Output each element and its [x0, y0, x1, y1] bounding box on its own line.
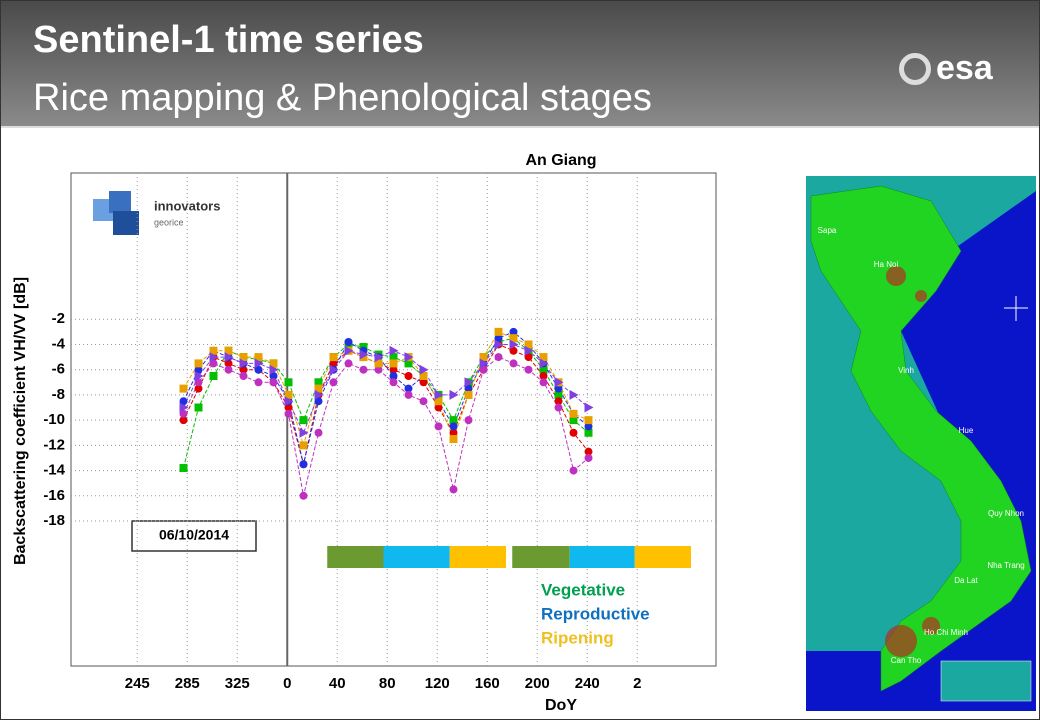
phase-bar — [635, 546, 691, 568]
data-point — [570, 410, 578, 418]
data-point — [435, 422, 443, 430]
x-tick-label: 40 — [329, 675, 346, 692]
data-point — [420, 397, 428, 405]
data-point — [450, 485, 458, 493]
date-annotation: 06/10/2014 — [159, 527, 229, 543]
data-point — [510, 359, 518, 367]
y-tick-label: -8 — [52, 386, 65, 403]
data-point — [405, 372, 413, 380]
map-label: Ho Chi Minh — [924, 628, 968, 637]
map-label: Da Lat — [954, 576, 978, 585]
chart: An Giang DoY Backscattering coefficient … — [1, 1, 1039, 719]
phase-bar — [384, 546, 450, 568]
data-point — [300, 416, 308, 424]
phase-legend: Vegetative — [541, 580, 625, 599]
logo-subtext: georice — [154, 217, 184, 227]
phase-legend: Ripening — [541, 628, 614, 647]
data-point — [300, 441, 308, 449]
data-point — [585, 416, 593, 424]
data-point — [450, 422, 458, 430]
data-point — [555, 404, 563, 412]
x-tick-label: 245 — [125, 675, 150, 692]
data-point — [450, 435, 458, 443]
data-point — [255, 378, 263, 386]
chart-title: An Giang — [525, 152, 596, 169]
data-point — [570, 467, 578, 475]
data-point — [525, 366, 533, 374]
y-tick-label: -16 — [43, 487, 65, 504]
x-tick-label: 325 — [225, 675, 250, 692]
y-tick-label: -14 — [43, 462, 65, 479]
data-point — [300, 460, 308, 468]
data-point — [495, 328, 503, 336]
phase-bar — [570, 546, 635, 568]
data-point — [180, 464, 188, 472]
data-point — [315, 429, 323, 437]
logo-cube — [113, 211, 139, 235]
map-label: Quy Nhon — [988, 509, 1024, 518]
map-label: Vinh — [898, 366, 914, 375]
y-tick-label: -4 — [52, 335, 66, 352]
x-axis-label: DoY — [545, 697, 577, 714]
x-tick-label: 0 — [283, 675, 291, 692]
phase-legend: Reproductive — [541, 604, 650, 623]
map-legend — [941, 661, 1031, 701]
x-tick-label: 120 — [425, 675, 450, 692]
data-point — [495, 353, 503, 361]
data-point — [285, 378, 293, 386]
data-point — [270, 378, 278, 386]
rice-area — [915, 290, 927, 302]
data-point — [210, 372, 218, 380]
data-point — [405, 391, 413, 399]
map-label: Ha Noi — [874, 260, 899, 269]
data-point — [540, 378, 548, 386]
data-point — [180, 385, 188, 393]
x-tick-label: 285 — [175, 675, 200, 692]
data-point — [585, 454, 593, 462]
data-point — [390, 378, 398, 386]
y-tick-label: -6 — [52, 361, 65, 378]
data-point — [330, 353, 338, 361]
data-point — [195, 359, 203, 367]
data-point — [285, 410, 293, 418]
map-label: Sapa — [818, 226, 837, 235]
data-point — [300, 492, 308, 500]
data-point — [570, 429, 578, 437]
phase-bar — [450, 546, 506, 568]
y-axis-label: Backscattering coefficient VH/VV [dB] — [12, 277, 29, 565]
x-tick-label: 160 — [475, 675, 500, 692]
x-tick-label: 80 — [379, 675, 396, 692]
phase-bar — [512, 546, 570, 568]
data-point — [195, 404, 203, 412]
x-tick-label: 2 — [633, 675, 641, 692]
logo-cube — [109, 191, 131, 213]
y-tick-label: -10 — [43, 411, 65, 428]
x-tick-label: 240 — [575, 675, 600, 692]
data-point — [345, 359, 353, 367]
slide: Sentinel-1 time series Rice mapping & Ph… — [0, 0, 1040, 720]
map-label: Hue — [959, 426, 974, 435]
data-point — [345, 338, 353, 346]
y-tick-label: -2 — [52, 310, 65, 327]
map-label: Nha Trang — [987, 561, 1024, 570]
data-point — [240, 372, 248, 380]
rice-area — [885, 625, 917, 657]
map-label: Can Tho — [891, 656, 922, 665]
y-tick-label: -18 — [43, 512, 65, 529]
map: Sapa Ha Noi Vinh Hue Quy Nhon Nha Trang Da Lat… — [806, 176, 1036, 711]
data-point — [330, 378, 338, 386]
x-tick-label: 200 — [525, 675, 550, 692]
data-point — [465, 416, 473, 424]
data-point — [360, 366, 368, 374]
y-tick-label: -12 — [43, 436, 65, 453]
data-point — [390, 359, 398, 367]
data-point — [465, 391, 473, 399]
data-point — [225, 366, 233, 374]
phase-bar — [327, 546, 383, 568]
